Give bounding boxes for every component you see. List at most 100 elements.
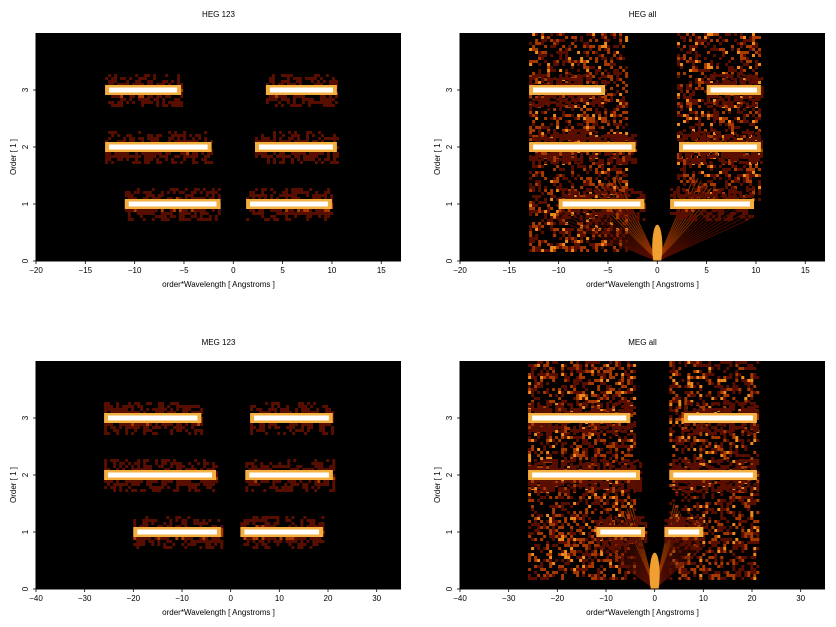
heatmap-cell <box>538 104 542 107</box>
heatmap-cell <box>321 134 324 137</box>
heatmap-cell <box>689 87 692 90</box>
heatmap-cell <box>170 423 174 426</box>
heatmap-cell <box>187 212 191 215</box>
heatmap-cell <box>695 66 698 69</box>
heatmap-cell <box>752 36 755 39</box>
heatmap-cell <box>636 197 640 200</box>
heatmap-cell <box>139 209 143 212</box>
heatmap-cell <box>541 219 545 222</box>
heatmap-cell <box>610 152 614 155</box>
heatmap-cell <box>574 80 578 83</box>
heatmap-cell <box>544 155 548 158</box>
heatmap-cell <box>707 75 710 78</box>
heatmap-cell <box>739 155 742 158</box>
heatmap-cell <box>755 195 758 198</box>
heatmap-cell <box>719 183 722 186</box>
heatmap-cell <box>731 132 734 135</box>
heatmap-cell <box>558 212 562 215</box>
heatmap-cell <box>704 63 707 66</box>
heatmap-cell <box>740 108 743 111</box>
heatmap-cell <box>159 155 163 158</box>
heatmap-cell <box>327 212 331 215</box>
heatmap-cell <box>151 209 155 212</box>
heatmap-cell <box>683 174 686 177</box>
heatmap-cell <box>324 218 328 221</box>
heatmap-cell <box>183 131 187 134</box>
heatmap-cell <box>622 159 626 162</box>
heatmap-cell <box>595 171 599 174</box>
heatmap-cell <box>547 75 551 78</box>
heatmap-cell <box>541 36 545 39</box>
heatmap-cell <box>737 117 740 120</box>
heatmap-cell <box>120 101 124 104</box>
heatmap-cell <box>758 108 761 111</box>
heatmap-cell <box>698 54 701 57</box>
heatmap-cell <box>752 114 755 117</box>
heatmap-cell <box>574 134 578 137</box>
heatmap-cell <box>728 159 731 162</box>
heatmap-cell <box>755 66 758 69</box>
heatmap-cell <box>300 191 304 194</box>
heatmap-cell <box>642 218 646 221</box>
heatmap-cell <box>710 48 713 51</box>
heatmap-cell <box>604 120 608 123</box>
heatmap-cell <box>677 57 680 60</box>
heatmap-cell <box>130 194 134 197</box>
heatmap-cell <box>592 140 596 143</box>
heatmap-cell <box>580 177 584 180</box>
heatmap-cell <box>589 159 593 162</box>
heatmap-cell <box>274 426 278 429</box>
heatmap-cell <box>283 98 287 101</box>
heatmap-cell <box>571 108 575 111</box>
heatmap-cell <box>330 194 334 197</box>
heatmap-cell <box>204 155 208 158</box>
heatmap-cell <box>728 177 731 180</box>
heatmap-cell <box>210 152 214 155</box>
heatmap-cell <box>174 155 178 158</box>
heatmap-cell <box>535 237 539 240</box>
heatmap-cell <box>268 95 272 98</box>
heatmap-cell <box>683 153 686 156</box>
heatmap-cell <box>565 48 569 51</box>
heatmap-cell <box>731 120 734 123</box>
heatmap-cell <box>748 98 752 101</box>
heatmap-cell <box>565 123 569 126</box>
heatmap-cell <box>255 152 258 155</box>
heatmap-cell <box>631 140 635 143</box>
heatmap-cell <box>740 57 743 60</box>
heatmap-cell <box>544 101 548 104</box>
heatmap-cell <box>749 39 752 42</box>
heatmap-cell <box>728 66 731 69</box>
heatmap-cell <box>704 192 707 195</box>
heatmap-cell <box>695 36 698 39</box>
heatmap-cell <box>607 174 611 177</box>
heatmap-cell <box>636 191 640 194</box>
heatmap-cell <box>698 171 701 174</box>
heatmap-cell <box>163 212 167 215</box>
heatmap-cell <box>268 411 272 414</box>
heatmap-cell <box>613 108 617 111</box>
heatmap-cell <box>150 95 154 98</box>
heatmap-cell <box>688 218 692 221</box>
heatmap-cell <box>198 137 202 140</box>
heatmap-cell <box>541 51 545 54</box>
heatmap-cell <box>583 225 587 228</box>
heatmap-cell <box>731 129 734 132</box>
heatmap-cell <box>755 132 758 135</box>
heatmap-cell <box>746 114 749 117</box>
heatmap-cell <box>689 75 692 78</box>
heatmap-cell <box>679 197 683 200</box>
heatmap-cell <box>713 174 716 177</box>
heatmap-cell <box>589 153 593 156</box>
heatmap-cell <box>250 429 254 432</box>
heatmap-cell <box>328 411 332 414</box>
heatmap-cell <box>631 152 635 155</box>
heatmap-cell <box>716 39 719 42</box>
y-tick-label: 3 <box>21 87 30 92</box>
heatmap-cell <box>294 212 298 215</box>
heatmap-cell <box>541 80 545 83</box>
heatmap-cell <box>147 80 151 83</box>
heatmap-cell <box>550 80 554 83</box>
heatmap-cell <box>309 155 312 158</box>
heatmap-cell <box>310 77 314 80</box>
